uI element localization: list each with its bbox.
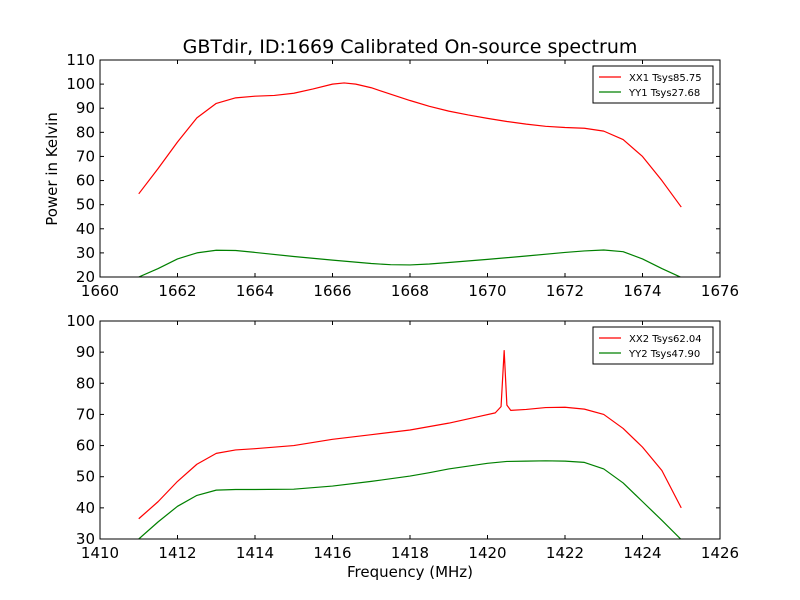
x-tick-label: 1670 [468, 282, 506, 300]
y-tick-label: 100 [66, 312, 95, 330]
bottom-plot-panel: 1410 1412 1414 1416 1418 1420 1422 1424 1426 30 40… [66, 312, 739, 562]
legend-entry: XX1 Tsys85.75 [629, 73, 702, 84]
legend-entry: XX2 Tsys62.04 [629, 334, 702, 345]
x-tick-label: 1672 [546, 282, 584, 300]
x-tick-label: 1420 [468, 544, 506, 562]
y-tick-label: 100 [66, 75, 95, 93]
top-plot-panel: 1660 1662 1664 1666 1668 1670 1672 1674 1676 20 30… [66, 51, 739, 300]
x-tick-label: 1414 [236, 544, 274, 562]
x-tick-label: 1662 [158, 282, 196, 300]
y-tick-label: 60 [76, 172, 95, 190]
x-tick-label: 1676 [701, 282, 739, 300]
chart-title: GBTdir, ID:1669 Calibrated On-source spe… [183, 36, 638, 58]
x-axis-label: Frequency (MHz) [347, 563, 473, 581]
x-tick-label: 1660 [81, 282, 119, 300]
x-tick-label: 1410 [81, 544, 119, 562]
legend-box [592, 65, 714, 104]
y-tick-label: 30 [76, 530, 95, 548]
y-tick-label: 50 [76, 196, 95, 214]
x-tick-label: 1422 [546, 544, 584, 562]
series-line-yy2-tsys47-90 [138, 460, 682, 539]
series-line-yy1-tsys27-68 [138, 249, 682, 277]
y-tick-label: 70 [76, 147, 95, 165]
x-tick-label: 1412 [158, 544, 196, 562]
legend: XX1 Tsys85.75 YY1 Tsys27.68 [592, 65, 714, 104]
y-tick-label: 50 [76, 468, 95, 486]
y-tick-label: 80 [76, 123, 95, 141]
y-tick-label: 20 [76, 268, 95, 286]
y-tick-label: 40 [76, 220, 95, 238]
y-tick-label: 80 [76, 374, 95, 392]
y-tick-label: 70 [76, 405, 95, 423]
x-tick-label: 1674 [623, 282, 661, 300]
series-line-xx2-tsys62-04 [138, 349, 682, 520]
y-tick-label: 30 [76, 244, 95, 262]
y-axis-label: Power in Kelvin [43, 112, 61, 226]
y-tick-label: 90 [76, 99, 95, 117]
x-tick-label: 1416 [313, 544, 351, 562]
y-tick-label: 110 [66, 51, 95, 69]
legend-entry: YY1 Tsys27.68 [628, 88, 700, 99]
series-line-xx1-tsys85-75 [138, 82, 682, 208]
y-tick-label: 60 [76, 437, 95, 455]
y-tick-label: 90 [76, 343, 95, 361]
x-tick-label: 1664 [236, 282, 274, 300]
y-tick-label: 40 [76, 499, 95, 517]
legend-entry: YY2 Tsys47.90 [628, 349, 700, 360]
x-tick-label: 1418 [391, 544, 429, 562]
x-tick-label: 1426 [701, 544, 739, 562]
x-tick-label: 1666 [313, 282, 351, 300]
x-tick-label: 1668 [391, 282, 429, 300]
legend: XX2 Tsys62.04 YY2 Tsys47.90 [592, 326, 714, 365]
legend-box [592, 326, 714, 365]
x-tick-label: 1424 [623, 544, 661, 562]
